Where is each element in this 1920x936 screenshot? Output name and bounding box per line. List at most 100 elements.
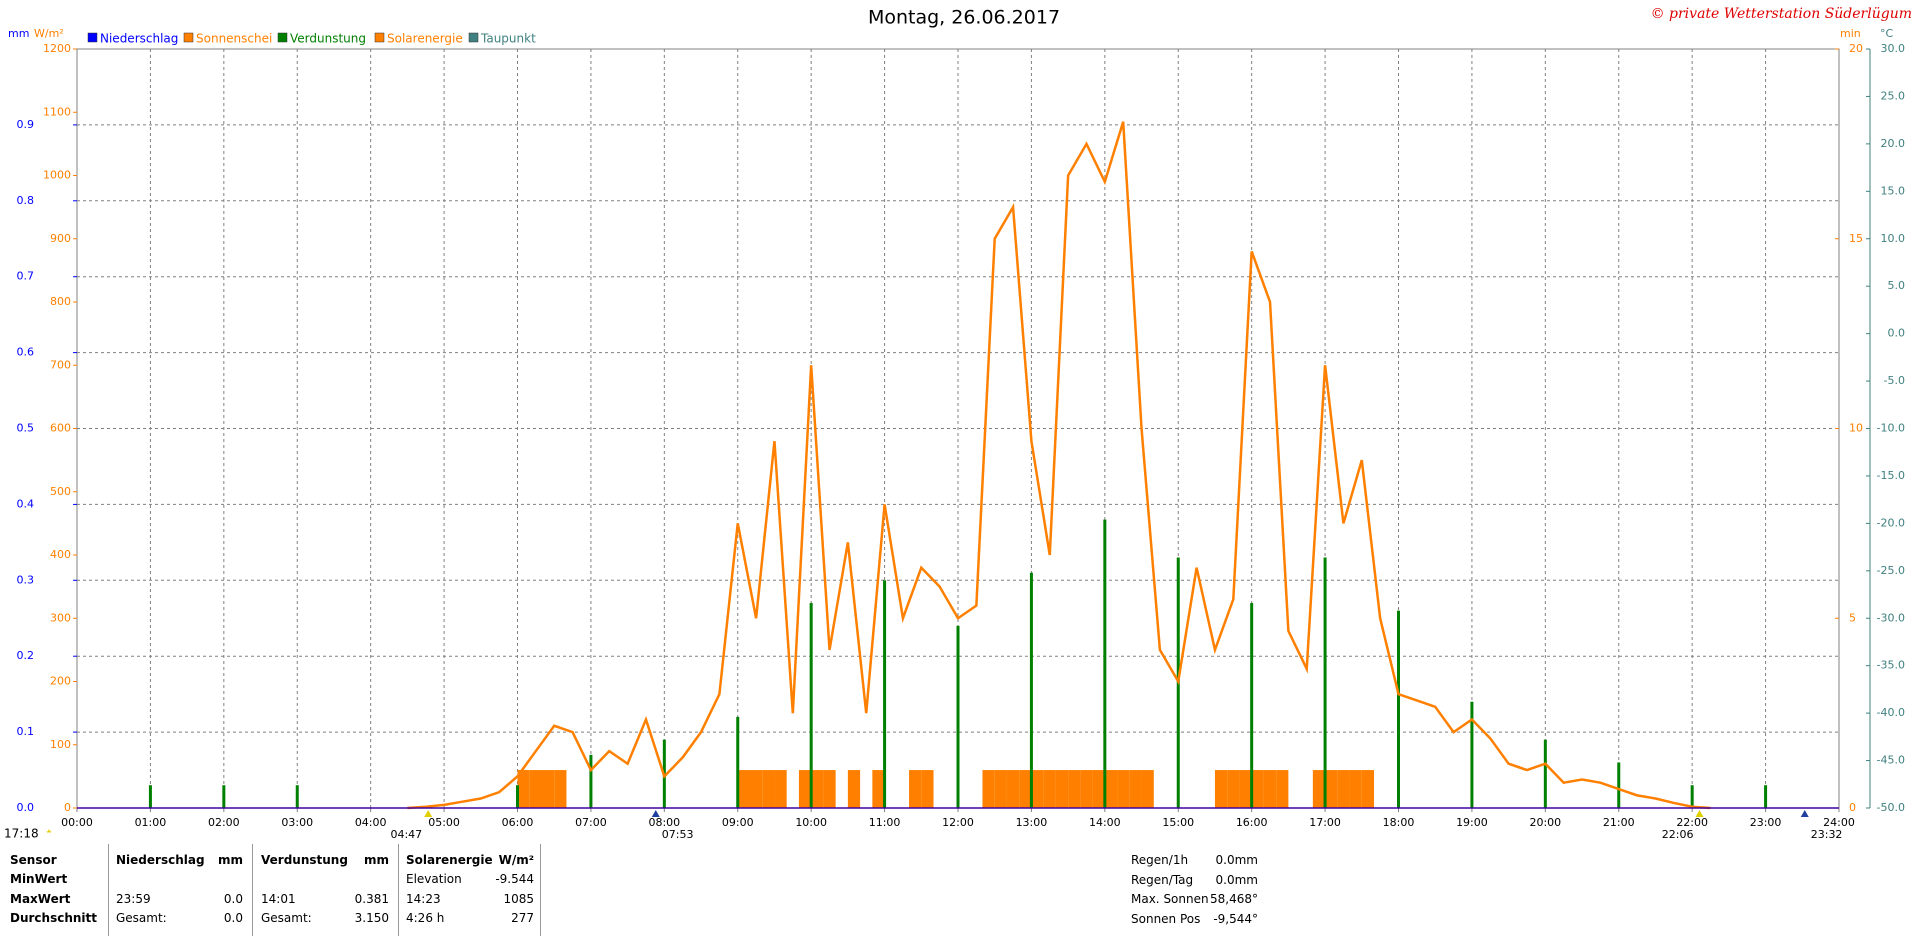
sunshine-bar — [1092, 770, 1105, 808]
sunshine-bar — [1239, 770, 1252, 808]
x-tick-label: 20:00 — [1529, 816, 1561, 829]
legend-label: Niederschlag — [100, 32, 178, 46]
sunshine-bar — [1104, 770, 1118, 808]
table-cell: 0.0 — [223, 891, 243, 906]
y-tick-label: 25.0 — [1881, 89, 1906, 102]
separator — [108, 844, 109, 936]
x-tick-label: 19:00 — [1456, 816, 1488, 829]
y-tick-label: 0.6 — [17, 346, 35, 359]
x-tick-label: 08:00 — [648, 816, 680, 829]
x-tick-label: 22:00 — [1676, 816, 1708, 829]
y-tick-label: 0.9 — [17, 118, 35, 131]
table-cell: Max. Sonnen — [1131, 892, 1209, 906]
legend-swatch — [277, 32, 288, 43]
evaporation-bar — [1543, 739, 1547, 808]
sunshine-bar — [811, 770, 824, 808]
evaporation-bar — [148, 785, 152, 808]
sunshine-bar — [909, 770, 922, 808]
evaporation-bar — [1103, 519, 1107, 808]
x-tick-label: 23:00 — [1750, 816, 1782, 829]
y-tick-label: 10 — [1849, 422, 1863, 435]
table-cell: 0.381 — [354, 891, 389, 906]
chart-title: Montag, 26.06.2017 — [868, 7, 1060, 29]
x-tick-label: 24:00 — [1823, 816, 1855, 829]
evaporation-bar — [1690, 785, 1694, 808]
y-tick-label: 0.0 — [1888, 327, 1906, 340]
sunshine-bar — [847, 770, 861, 808]
y-tick-label: 0.0 — [17, 801, 35, 814]
copyright: © private Wetterstation Süderlügum — [1651, 6, 1912, 22]
table-cell: mm — [217, 853, 243, 867]
table-cell: -9,544° — [1213, 911, 1258, 926]
corner-note: 17:18 — [4, 827, 39, 841]
sunshine-bar — [1361, 770, 1375, 808]
marker-icon — [1800, 810, 1809, 817]
x-tick-label: 14:00 — [1089, 816, 1121, 829]
legend-swatch — [374, 32, 385, 43]
sunshine-bar — [541, 770, 555, 808]
marker-icon — [651, 810, 660, 817]
y-tick-label: 0.3 — [17, 573, 35, 586]
table-cell: 14:23 — [406, 891, 441, 906]
y-tick-label: -45.0 — [1877, 754, 1905, 767]
y-tick-label: 5 — [1849, 611, 1856, 624]
table-cell: Regen/Tag — [1131, 872, 1194, 887]
sunshine-bar — [749, 770, 763, 808]
solar-line — [407, 121, 1711, 810]
y-tick-label: 100 — [50, 738, 71, 751]
table-cell: W/m² — [498, 853, 534, 867]
y-tick-label: 30.0 — [1881, 42, 1906, 55]
evaporation-bar — [1470, 701, 1474, 808]
sunshine-bar — [872, 770, 885, 808]
marker-label: 07:53 — [662, 828, 694, 840]
sunshine-bar — [554, 770, 567, 808]
sunshine-bar — [1068, 770, 1081, 808]
table-cell: 0.0 — [223, 911, 243, 925]
separator — [252, 844, 253, 936]
y-tick-label: 0.4 — [17, 497, 35, 510]
x-tick-label: 16:00 — [1236, 816, 1268, 829]
sunshine-bar — [1031, 770, 1044, 808]
axis-label: W/m² — [34, 27, 64, 40]
y-tick-label: -5.0 — [1884, 374, 1905, 387]
evaporation-bar — [1029, 572, 1033, 808]
table-cell: 277 — [511, 911, 534, 925]
sunshine-bar — [1129, 770, 1142, 808]
separator — [398, 844, 399, 936]
table-cell: 0.0mm — [1215, 853, 1258, 867]
sunshine-bar — [774, 770, 787, 808]
y-tick-label: 0.1 — [17, 725, 35, 738]
chart: Montag, 26.06.2017 © private Wetterstati… — [4, 6, 1912, 841]
table-cell: Sensor — [10, 853, 57, 867]
star-icon — [46, 829, 52, 833]
y-tick-label: 15 — [1849, 232, 1863, 245]
evaporation-bar — [295, 785, 299, 808]
table-cell: Durchschnitt — [10, 911, 98, 925]
table-cell: Gesamt: — [116, 911, 167, 925]
y-tick-label: -30.0 — [1877, 611, 1905, 624]
y-tick-label: -25.0 — [1877, 564, 1905, 577]
x-tick-label: 10:00 — [795, 816, 827, 829]
marker-icon — [424, 810, 433, 817]
sunshine-bar — [517, 770, 530, 808]
y-tick-label: -10.0 — [1877, 422, 1905, 435]
x-tick-label: 04:00 — [355, 816, 387, 829]
table-cell: -9.544 — [495, 872, 534, 886]
sunshine-bar — [1214, 770, 1228, 808]
x-tick-label: 06:00 — [502, 816, 534, 829]
table-cell: Regen/1h — [1131, 853, 1189, 867]
sunshine-bar — [737, 770, 750, 808]
axis-label: mm — [8, 27, 29, 40]
marker-icon — [1695, 810, 1704, 817]
table-cell: MaxWert — [10, 891, 71, 906]
sunshine-bar — [798, 770, 812, 808]
y-tick-label: 1100 — [43, 105, 71, 118]
table-cell: Solarenergie — [406, 853, 493, 867]
y-tick-label: 300 — [50, 611, 71, 624]
legend-swatch — [468, 32, 479, 43]
sunshine-bar — [762, 770, 775, 808]
evaporation-bar — [1397, 610, 1400, 808]
x-tick-label: 21:00 — [1603, 816, 1635, 829]
legend-swatch — [87, 32, 98, 43]
